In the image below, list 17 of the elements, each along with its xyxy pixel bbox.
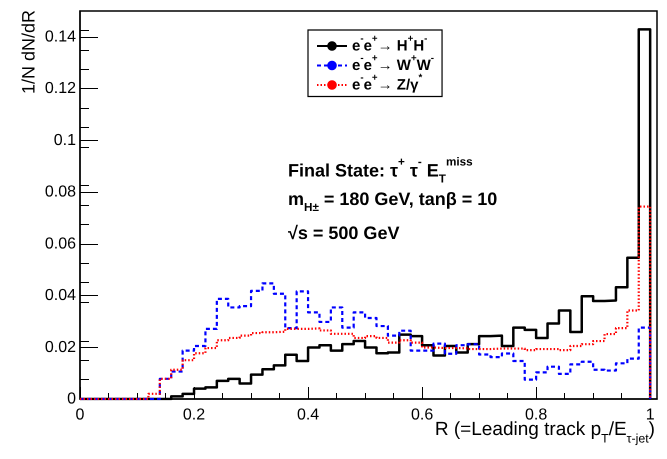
legend-label: e-e+→ W+W- [352, 53, 434, 74]
y-tick-label: 0.08 [44, 184, 76, 201]
x-tick-label: 0.6 [410, 406, 434, 424]
x-tick-label: 0.8 [525, 406, 548, 424]
y-tick-label: 0.1 [54, 132, 76, 149]
y-tick-label: 0.14 [44, 28, 76, 46]
y-tick-label: 0.02 [44, 338, 76, 356]
annotation: √s = 500 GeV [288, 223, 400, 243]
x-tick-label: 0.4 [296, 406, 320, 424]
legend-label: e-e+→ Z/γ* [352, 72, 422, 94]
y-tick-label: 0.12 [44, 80, 76, 98]
y-axis-title: 1/N dN/dR [18, 10, 38, 94]
y-tick-label: 0.06 [44, 235, 76, 252]
y-tick-label: 0 [67, 390, 76, 408]
legend-label: e-e+→ H+H- [352, 34, 428, 54]
y-tick-label: 0.04 [44, 287, 76, 304]
x-tick-label: 0.2 [182, 406, 206, 424]
